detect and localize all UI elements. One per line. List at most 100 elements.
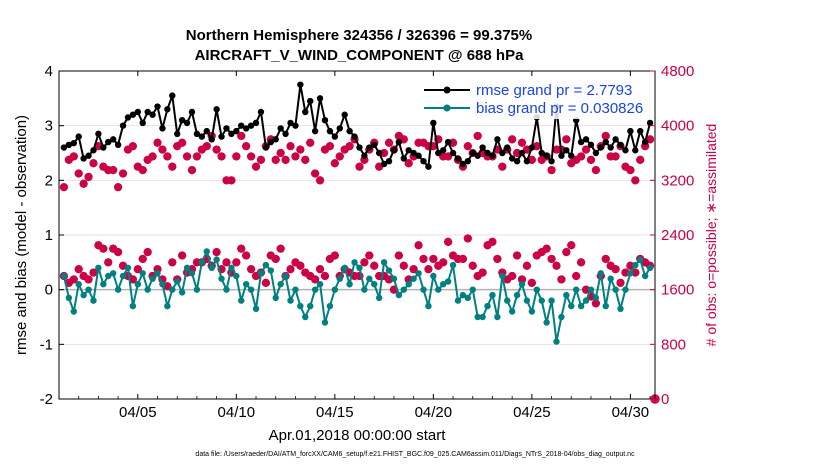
bias-point <box>80 291 87 299</box>
rmse-point <box>80 155 87 162</box>
rmse-point <box>326 127 334 135</box>
rmse-point <box>622 147 629 154</box>
obs-lower-assimilated-point <box>123 272 132 280</box>
rmse-point <box>646 119 654 127</box>
rmse-point <box>228 130 235 138</box>
obs-lower-assimilated-point <box>611 265 620 274</box>
obs-lower-assimilated-point <box>153 265 162 274</box>
rmse-point <box>307 97 314 105</box>
rmse-point <box>415 152 422 159</box>
rmse-point <box>218 133 225 140</box>
x-tick-label: 04/05 <box>119 404 157 421</box>
obs-lower-assimilated-point <box>606 261 615 270</box>
chart-subtitle: AIRCRAFT_V_WIND_COMPONENT @ 688 hPa <box>194 47 524 64</box>
obs-assimilated-point <box>641 142 650 151</box>
rmse-point <box>149 111 156 118</box>
rmse-point <box>292 122 299 129</box>
rmse-point <box>188 108 196 116</box>
rmse-point <box>459 160 467 168</box>
bias-series-line <box>62 248 651 342</box>
bias-point <box>602 302 609 310</box>
rmse-point <box>282 130 289 138</box>
rmse-point <box>242 125 250 132</box>
bias-point <box>587 286 595 293</box>
obs-lower-assimilated-point <box>202 254 211 263</box>
obs-lower-assimilated-point <box>301 268 310 277</box>
obs-assimilated-point <box>143 155 152 164</box>
bias-point <box>109 270 117 277</box>
y2-tick-label: 800 <box>661 336 686 353</box>
obs-lower-assimilated-point <box>616 278 625 287</box>
rmse-point <box>154 103 161 110</box>
rmse-point <box>169 92 176 99</box>
bias-point <box>543 319 550 326</box>
obs-lower-assimilated-point <box>468 261 477 270</box>
bias-point <box>326 302 334 310</box>
rmse-point <box>371 141 378 148</box>
rmse-point <box>484 149 491 157</box>
bias-point <box>637 256 644 263</box>
obs-lower-assimilated-point <box>69 275 78 284</box>
obs-assimilated-point <box>252 162 261 171</box>
obs-lower-assimilated-point <box>296 261 305 270</box>
rmse-point <box>405 147 412 154</box>
obs-lower-assimilated-point <box>158 275 167 284</box>
rmse-point <box>366 144 373 151</box>
bias-point <box>282 272 289 280</box>
obs-lower-assimilated-point <box>271 254 280 263</box>
y-tick-label: 1 <box>45 227 53 244</box>
rmse-point <box>183 119 191 127</box>
rmse-point <box>203 127 210 135</box>
obs-lower-assimilated-point <box>586 292 595 301</box>
obs-lower-assimilated-point <box>453 254 462 263</box>
obs-lower-assimilated-point <box>572 272 581 280</box>
obs-assimilated-point <box>178 138 187 147</box>
rmse-point <box>390 147 398 154</box>
data-layer <box>59 81 660 404</box>
obs-lower-assimilated-point <box>498 268 507 277</box>
bias-point <box>183 264 191 271</box>
obs-lower-assimilated-point <box>503 275 512 284</box>
obs-lower-assimilated-point <box>537 248 546 257</box>
bias-point <box>405 281 412 288</box>
rmse-point <box>341 111 348 118</box>
obs-lower-assimilated-point <box>316 265 325 274</box>
bias-point <box>193 286 201 293</box>
obs-lower-assimilated-point <box>394 251 403 260</box>
obs-assimilated-point <box>247 152 256 161</box>
obs-lower-assimilated-point <box>547 254 556 263</box>
bias-point <box>198 259 206 266</box>
bias-point <box>410 275 417 282</box>
obs-assimilated-point <box>296 145 305 154</box>
bias-point <box>159 281 166 288</box>
legend-box <box>421 79 643 119</box>
obs-assimilated-point <box>345 142 354 151</box>
obs-assimilated-point <box>463 142 472 151</box>
rmse-point <box>75 133 82 140</box>
obs-lower-assimilated-point <box>641 258 650 267</box>
rmse-point <box>420 158 427 165</box>
obs-lower-assimilated-point <box>626 261 635 270</box>
obs-lower-assimilated-point <box>557 275 566 284</box>
bias-point <box>272 294 279 302</box>
bias-point <box>508 308 516 315</box>
obs-lower-assimilated-point <box>252 272 261 280</box>
obs-assimilated-point <box>552 145 561 154</box>
legend: rmse grand pr = 2.7793 bias grand pr = 0… <box>421 79 643 119</box>
legend-bias-label: bias grand pr = 0.030826 <box>476 100 643 117</box>
obs-lower-assimilated-point <box>133 265 142 274</box>
rmse-point <box>198 133 206 140</box>
obs-assimilated-point <box>325 142 334 151</box>
obs-assimilated-point <box>572 155 581 164</box>
obs-assimilated-point <box>84 172 93 181</box>
y-tick-label: -2 <box>40 391 53 408</box>
obs-assimilated-point <box>286 142 295 151</box>
obs-lower-assimilated-point <box>463 234 472 243</box>
obs-assimilated-point <box>163 152 172 161</box>
obs-assimilated-point <box>242 142 251 151</box>
obs-assimilated-point <box>473 131 482 140</box>
obs-assimilated-point <box>119 169 128 178</box>
obs-assimilated-point <box>567 159 576 168</box>
bias-point <box>60 272 68 280</box>
